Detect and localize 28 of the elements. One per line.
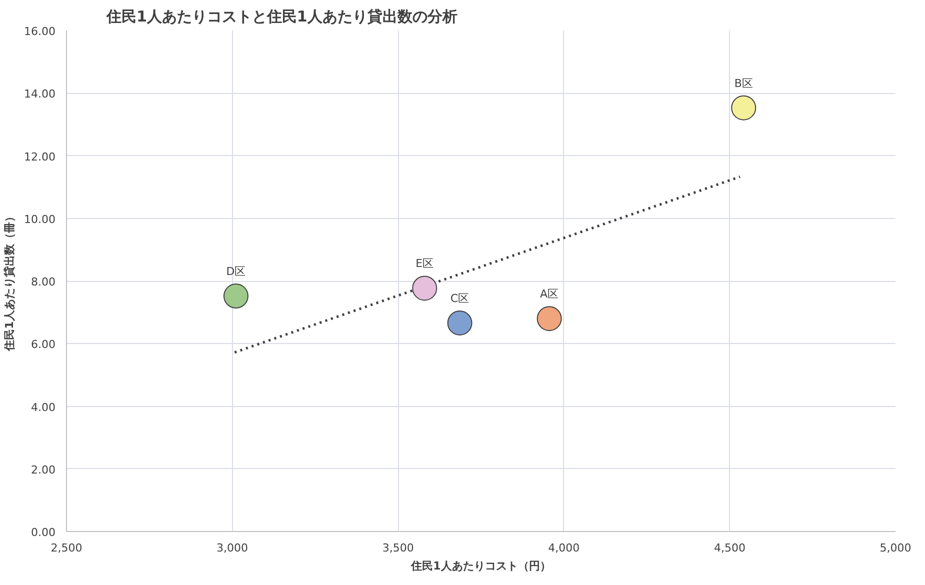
y-tick-label: 14.00 (24, 88, 56, 101)
point (223, 284, 248, 309)
annotation: C区 (450, 292, 470, 305)
point (447, 310, 472, 336)
x-tick-label: 5,000 (880, 542, 912, 554)
chart-title: 住民1人あたりコストと住民1人あたり貸出数の分析 (106, 8, 458, 26)
y-tick-label: 12.00 (24, 150, 56, 164)
point (536, 306, 562, 332)
y-tick-label: 10.00 (24, 212, 56, 226)
point (412, 276, 438, 301)
y-tick-label: 16.00 (24, 25, 56, 38)
x-tick-label: 3,000 (216, 542, 248, 554)
x-tick-label: 4,000 (548, 542, 580, 554)
annotation: B区 (734, 76, 753, 90)
x-axis-title: 住民1人あたりコスト（円） (410, 560, 551, 572)
y-tick-label: 2.00 (31, 463, 56, 476)
y-axis-title: 住民1人あたり貸出数（冊） (3, 211, 16, 352)
x-tick-label: 3,500 (382, 542, 414, 554)
y-tick-label: 8.00 (31, 276, 56, 288)
annotation: A区 (540, 288, 559, 301)
x-tick-label: 4,500 (714, 542, 746, 554)
x-tick-label: 2,500 (50, 542, 82, 554)
point (731, 95, 756, 120)
y-tick-label: 4.00 (31, 400, 56, 414)
annotation: D区 (226, 265, 246, 278)
y-tick-label: 6.00 (31, 338, 56, 352)
annotation: E区 (416, 257, 434, 270)
y-tick-label: 0.00 (31, 526, 56, 539)
